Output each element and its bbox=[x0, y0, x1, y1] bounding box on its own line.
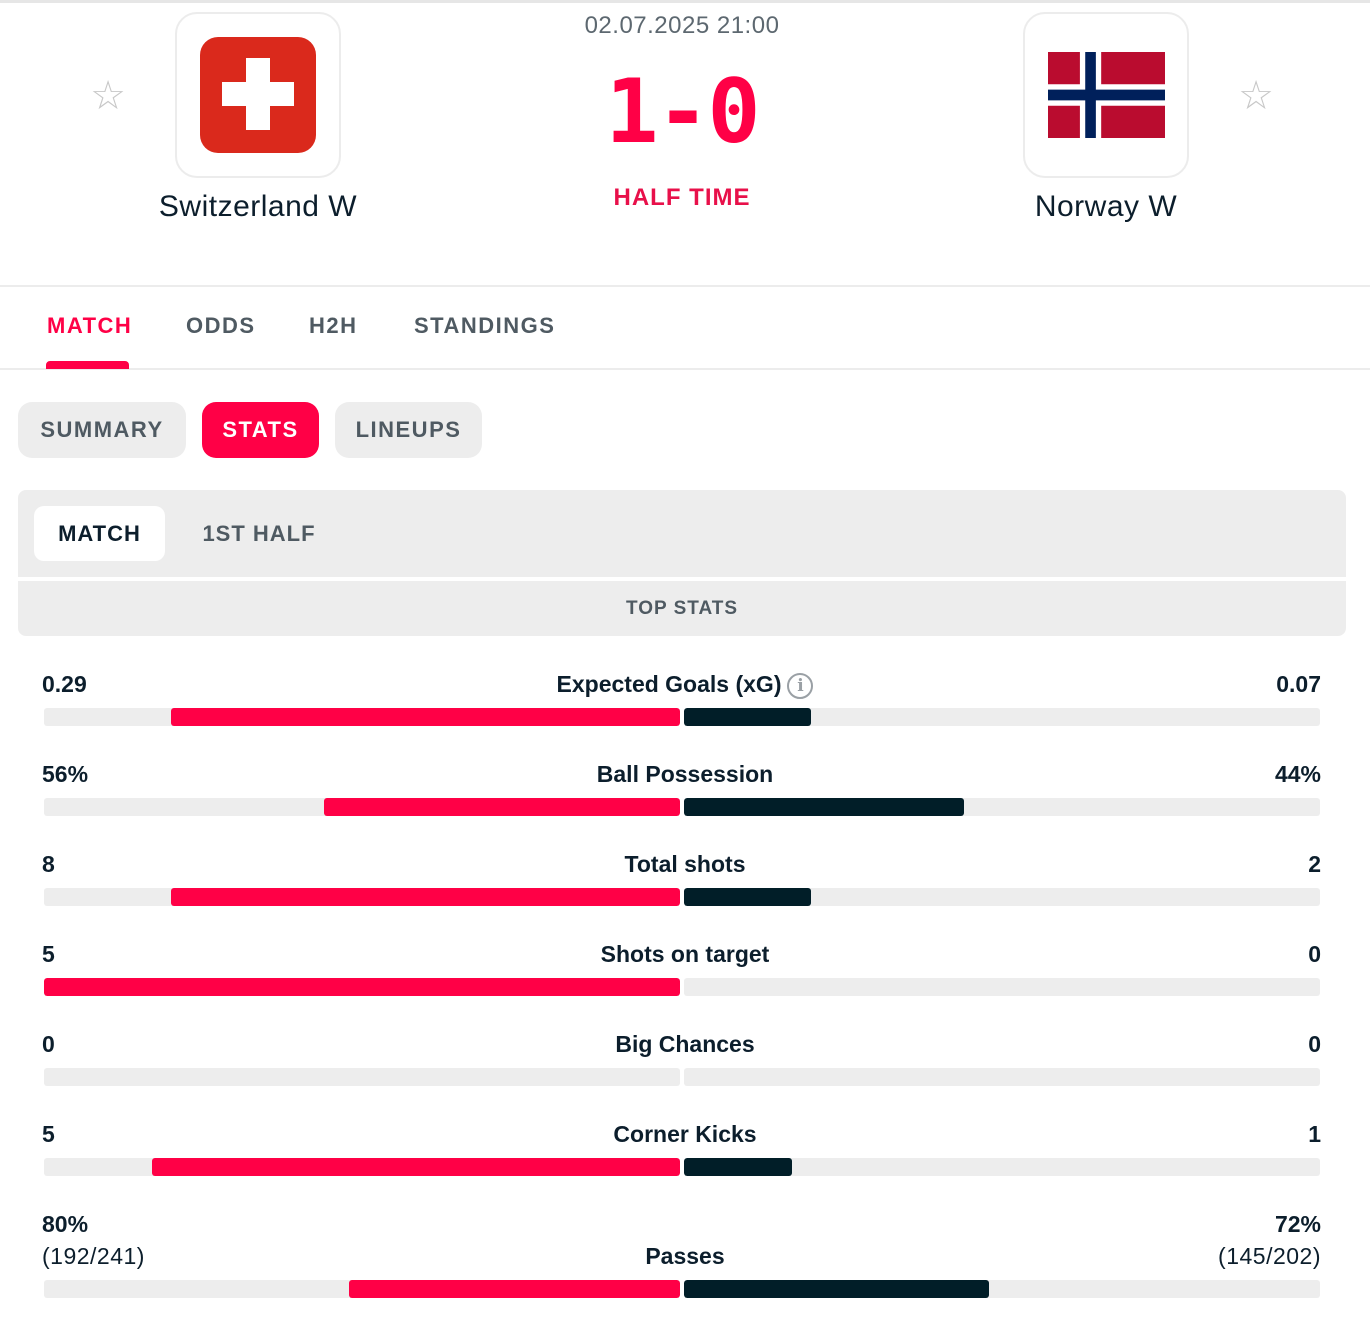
stat-home-value: 0.29 bbox=[42, 671, 87, 697]
stat-away-value: 0.07 bbox=[1276, 671, 1321, 697]
match-header: ☆ Switzerland W 02.07.2025 21:00 1-0 HAL… bbox=[0, 0, 1370, 287]
stat-home-detail: (192/241) bbox=[42, 1243, 145, 1269]
stat-label: Corner Kicks bbox=[613, 1121, 757, 1147]
stat-row-corner-kicks: 5 Corner Kicks 1 bbox=[0, 1118, 1370, 1208]
home-team-logo[interactable] bbox=[175, 12, 341, 178]
stat-label: Ball Possession bbox=[596, 761, 774, 787]
stat-home-value: 5 bbox=[42, 941, 55, 967]
stat-bar-home-fill bbox=[44, 978, 680, 996]
match-datetime: 02.07.2025 21:00 bbox=[584, 12, 780, 39]
info-icon[interactable]: i bbox=[787, 673, 814, 699]
stat-bar-home-track bbox=[44, 798, 680, 816]
stat-bar-home-fill bbox=[171, 888, 680, 906]
switzerland-flag-icon bbox=[200, 37, 316, 153]
stat-bar-home-track bbox=[44, 1280, 680, 1298]
tab-period-match[interactable]: MATCH bbox=[34, 506, 165, 561]
away-team-name[interactable]: Norway W bbox=[1034, 190, 1178, 223]
tab-summary[interactable]: SUMMARY bbox=[18, 402, 186, 458]
top-border bbox=[0, 0, 1370, 3]
stat-home-value: 0 bbox=[42, 1031, 55, 1057]
stat-bar-away-track bbox=[684, 1158, 1320, 1176]
main-tabs: MATCH ODDS H2H STANDINGS bbox=[0, 289, 1370, 370]
stat-home-value: 80% bbox=[42, 1211, 89, 1237]
stat-bar-home-fill bbox=[349, 1280, 680, 1298]
tab-h2h[interactable]: H2H bbox=[309, 313, 358, 338]
tab-match[interactable]: MATCH bbox=[47, 313, 133, 338]
stat-label: Total shots bbox=[624, 851, 746, 877]
stat-row-possession: 56% Ball Possession 44% bbox=[0, 758, 1370, 848]
active-tab-indicator bbox=[46, 361, 129, 369]
home-team-name[interactable]: Switzerland W bbox=[158, 190, 358, 223]
stat-bar-home-track bbox=[44, 1158, 680, 1176]
stat-away-value: 2 bbox=[1308, 851, 1321, 877]
stat-label: Passes bbox=[645, 1243, 725, 1269]
stat-bar-away-fill bbox=[684, 1280, 990, 1298]
match-score: 1-0 bbox=[605, 60, 761, 163]
stat-bar-away-track bbox=[684, 888, 1320, 906]
stat-away-value: 1 bbox=[1308, 1121, 1321, 1147]
stat-row-shots-on-target: 5 Shots on target 0 bbox=[0, 938, 1370, 1028]
tab-odds[interactable]: ODDS bbox=[186, 313, 256, 338]
stat-bar-home-fill bbox=[152, 1158, 680, 1176]
stat-bar-home-fill bbox=[323, 798, 680, 816]
stat-away-value: 0 bbox=[1308, 941, 1321, 967]
stat-bar-away-fill bbox=[684, 708, 812, 726]
stat-away-detail: (145/202) bbox=[1218, 1243, 1321, 1269]
stat-bar-away-track bbox=[684, 1280, 1320, 1298]
stat-bar-away-fill bbox=[684, 798, 964, 816]
stat-label: Shots on target bbox=[600, 941, 770, 967]
stat-home-value: 8 bbox=[42, 851, 55, 877]
stat-bar-away-track bbox=[684, 708, 1320, 726]
match-status: HALF TIME bbox=[613, 184, 751, 211]
tab-stats[interactable]: STATS bbox=[202, 402, 319, 458]
stat-bar-home-track bbox=[44, 978, 680, 996]
norway-flag-icon bbox=[1048, 52, 1165, 138]
stat-bar-away-track bbox=[684, 1068, 1320, 1086]
stat-label: Expected Goals (xG) i bbox=[385, 671, 985, 699]
stat-bar-home-fill bbox=[171, 708, 680, 726]
stat-away-value: 72% bbox=[1274, 1211, 1321, 1237]
favorite-star-icon-home[interactable]: ☆ bbox=[90, 74, 126, 118]
stat-away-value: 0 bbox=[1308, 1031, 1321, 1057]
tab-period-1st-half[interactable]: 1ST HALF bbox=[202, 521, 316, 546]
stat-bar-home-track bbox=[44, 708, 680, 726]
favorite-star-icon-away[interactable]: ☆ bbox=[1238, 74, 1274, 118]
stat-row-passes: 80% (192/241) Passes 72% (145/202) bbox=[0, 1208, 1370, 1321]
stat-label: Big Chances bbox=[615, 1031, 755, 1057]
period-tabs: MATCH 1ST HALF bbox=[18, 490, 1346, 577]
stat-home-value: 56% bbox=[42, 761, 89, 787]
tab-lineups[interactable]: LINEUPS bbox=[335, 402, 482, 458]
stat-row-big-chances: 0 Big Chances 0 bbox=[0, 1028, 1370, 1118]
stat-bar-away-track bbox=[684, 798, 1320, 816]
tab-standings[interactable]: STANDINGS bbox=[414, 313, 556, 338]
stat-home-value: 5 bbox=[42, 1121, 55, 1147]
away-team-logo[interactable] bbox=[1023, 12, 1189, 178]
stat-bar-away-fill bbox=[684, 888, 812, 906]
stat-row-xg: 0.29 Expected Goals (xG) i 0.07 bbox=[0, 668, 1370, 758]
stat-bar-away-fill bbox=[684, 1158, 793, 1176]
top-stats-heading: TOP STATS bbox=[18, 581, 1346, 636]
stat-bar-away-track bbox=[684, 978, 1320, 996]
stat-bar-home-track bbox=[44, 888, 680, 906]
stat-row-total-shots: 8 Total shots 2 bbox=[0, 848, 1370, 938]
stat-bar-home-track bbox=[44, 1068, 680, 1086]
stat-away-value: 44% bbox=[1274, 761, 1321, 787]
